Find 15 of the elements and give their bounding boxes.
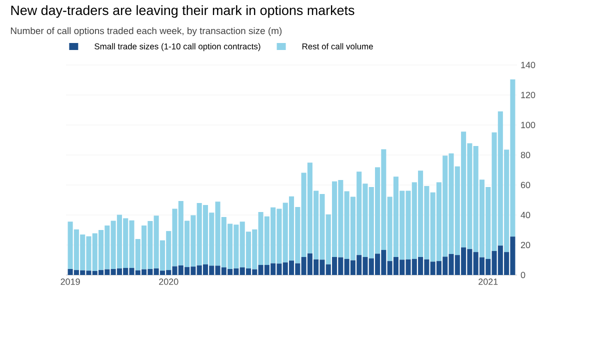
y-tick-label: 40 — [520, 212, 530, 218]
chart-subtitle: Number of call options traded each week, by transaction size (m) — [10, 27, 282, 36]
y-tick-label: 0 — [520, 272, 526, 278]
x-tick-label: 2020 — [159, 278, 178, 285]
y-tick-label: 100 — [521, 122, 536, 128]
chart-title: New day-traders are leaving their mark in options markets — [11, 5, 354, 18]
y-tick-label: 20 — [520, 242, 530, 248]
x-tick-label: 2021 — [478, 278, 498, 285]
x-tick-label: 2019 — [60, 278, 80, 285]
y-tick-label: 60 — [520, 182, 530, 188]
y-tick-label: 120 — [521, 92, 536, 98]
legend-label: Rest of call volume — [302, 43, 373, 50]
y-tick-label: 140 — [521, 62, 536, 68]
y-tick-label: 80 — [520, 152, 530, 158]
legend-label: Small trade sizes (1-10 call option contracts) — [94, 43, 260, 52]
